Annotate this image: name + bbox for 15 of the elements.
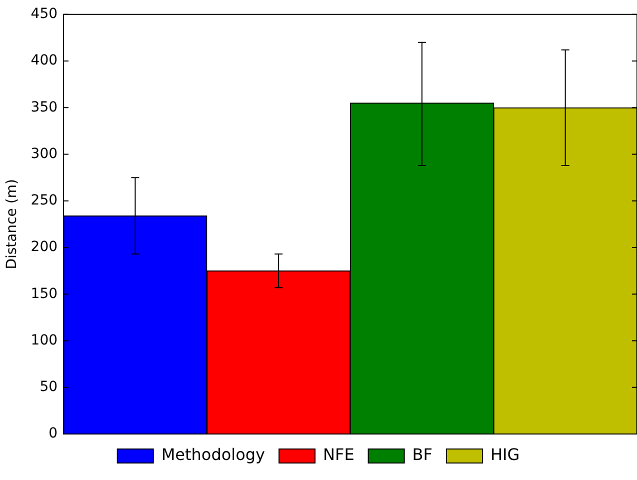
legend-label: NFE [323, 445, 354, 464]
y-tick-label: 350 [30, 99, 58, 116]
y-tick-label: 0 [48, 426, 58, 442]
y-tick-label: 250 [30, 192, 58, 209]
y-tick-label: 450 [30, 6, 58, 22]
y-tick-label: 50 [40, 379, 58, 396]
legend-label: Methodology [161, 445, 266, 464]
y-tick-label: 400 [30, 52, 58, 69]
y-tick-label: 100 [30, 332, 58, 348]
y-tick-label: 300 [30, 146, 58, 162]
y-tick-label: 200 [30, 239, 58, 256]
y-tick-label: 150 [30, 286, 58, 302]
legend-label: BF [412, 445, 432, 464]
legend-label: HIG [490, 445, 520, 464]
y-axis-title: Distance (m) [4, 179, 20, 270]
